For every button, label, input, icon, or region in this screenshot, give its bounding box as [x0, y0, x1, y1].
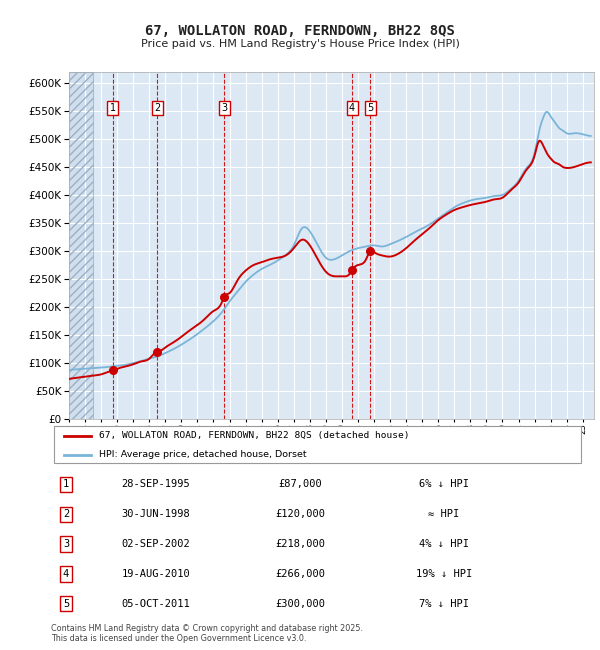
Text: 2: 2: [63, 509, 69, 519]
Text: 02-SEP-2002: 02-SEP-2002: [122, 539, 190, 549]
Text: 5: 5: [367, 103, 373, 113]
Text: 67, WOLLATON ROAD, FERNDOWN, BH22 8QS: 67, WOLLATON ROAD, FERNDOWN, BH22 8QS: [145, 24, 455, 38]
Text: 1: 1: [63, 479, 69, 489]
Text: 4% ↓ HPI: 4% ↓ HPI: [419, 539, 469, 549]
Text: 19% ↓ HPI: 19% ↓ HPI: [416, 569, 472, 579]
Bar: [69, 72, 93, 419]
Text: £87,000: £87,000: [278, 479, 322, 489]
Text: 3: 3: [63, 539, 69, 549]
Text: 6% ↓ HPI: 6% ↓ HPI: [419, 479, 469, 489]
Text: 2: 2: [154, 103, 160, 113]
Text: £120,000: £120,000: [275, 509, 325, 519]
Text: £300,000: £300,000: [275, 599, 325, 609]
Text: 1: 1: [110, 103, 116, 113]
Text: 4: 4: [349, 103, 355, 113]
Text: HPI: Average price, detached house, Dorset: HPI: Average price, detached house, Dors…: [99, 450, 307, 459]
Text: Price paid vs. HM Land Registry's House Price Index (HPI): Price paid vs. HM Land Registry's House …: [140, 39, 460, 49]
Text: £218,000: £218,000: [275, 539, 325, 549]
Text: ≈ HPI: ≈ HPI: [428, 509, 460, 519]
Text: 4: 4: [63, 569, 69, 579]
Text: 3: 3: [221, 103, 227, 113]
Text: 19-AUG-2010: 19-AUG-2010: [122, 569, 190, 579]
Text: 05-OCT-2011: 05-OCT-2011: [122, 599, 190, 609]
Bar: [69, 72, 93, 419]
Text: 67, WOLLATON ROAD, FERNDOWN, BH22 8QS (detached house): 67, WOLLATON ROAD, FERNDOWN, BH22 8QS (d…: [99, 431, 410, 440]
Text: 28-SEP-1995: 28-SEP-1995: [122, 479, 190, 489]
Text: 5: 5: [63, 599, 69, 609]
Text: Contains HM Land Registry data © Crown copyright and database right 2025.
This d: Contains HM Land Registry data © Crown c…: [51, 624, 363, 644]
Text: 7% ↓ HPI: 7% ↓ HPI: [419, 599, 469, 609]
Text: 30-JUN-1998: 30-JUN-1998: [122, 509, 190, 519]
FancyBboxPatch shape: [53, 426, 581, 463]
Text: £266,000: £266,000: [275, 569, 325, 579]
